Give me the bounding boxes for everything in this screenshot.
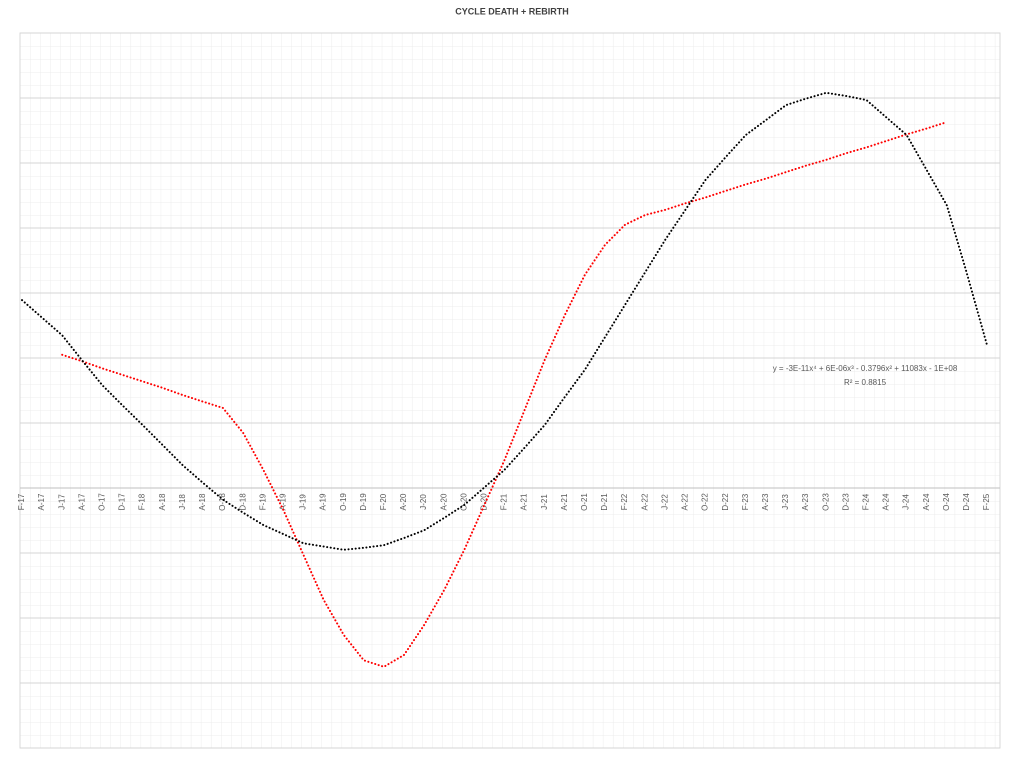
x-tick-label: F-22 — [620, 493, 629, 510]
x-tick-label: F-23 — [741, 493, 750, 510]
x-tick-label: A-22 — [681, 493, 690, 510]
x-tick-label: D-22 — [721, 493, 730, 511]
x-tick-label: O-20 — [459, 493, 468, 511]
x-tick-label: O-24 — [942, 493, 951, 511]
series-line — [21, 91, 988, 551]
x-tick-label: J-24 — [902, 494, 911, 510]
x-tick-label: D-21 — [600, 493, 609, 511]
x-tick-label: A-19 — [278, 493, 287, 510]
x-tick-label: D-17 — [118, 493, 127, 511]
x-tick-label: F-20 — [379, 493, 388, 510]
x-tick-label: A-24 — [882, 493, 891, 510]
x-tick-label: A-21 — [560, 493, 569, 510]
x-tick-label: A-23 — [801, 493, 810, 510]
x-tick-label: A-19 — [319, 493, 328, 510]
x-tick-label: A-18 — [158, 493, 167, 510]
x-tick-label: O-21 — [580, 493, 589, 511]
x-tick-label: A-17 — [77, 493, 86, 510]
x-tick-label: J-18 — [178, 494, 187, 510]
x-tick-label: A-20 — [439, 493, 448, 510]
x-tick-label: D-23 — [841, 493, 850, 511]
x-tick-label: O-23 — [821, 493, 830, 511]
x-tick-label: A-20 — [399, 493, 408, 510]
chart-title: CYCLE DEATH + REBIRTH — [455, 6, 569, 16]
x-tick-label: A-18 — [198, 493, 207, 510]
x-tick-label: A-24 — [922, 493, 931, 510]
x-tick-label: F-24 — [861, 493, 870, 510]
plot-area — [19, 32, 1001, 749]
x-tick-label: A-23 — [761, 493, 770, 510]
x-tick-label: O-19 — [339, 493, 348, 511]
x-tick-label: A-21 — [520, 493, 529, 510]
x-tick-label: O-22 — [701, 493, 710, 511]
x-tick-label: J-22 — [660, 494, 669, 510]
trendline-equation: y = -3E-11x⁴ + 6E-06x³ - 0.3796x² + 1108… — [773, 364, 958, 373]
x-tick-label: A-22 — [640, 493, 649, 510]
x-tick-label: F-25 — [982, 493, 991, 510]
x-tick-label: F-17 — [17, 493, 26, 510]
x-tick-label: F-21 — [500, 493, 509, 510]
x-tick-label: D-24 — [962, 493, 971, 511]
x-tick-label: D-19 — [359, 493, 368, 511]
trendline-r-squared: R² = 0.8815 — [844, 378, 887, 387]
x-tick-label: D-18 — [238, 493, 247, 511]
x-tick-label: J-20 — [419, 494, 428, 510]
x-tick-label: A-17 — [37, 493, 46, 510]
x-tick-label: O-17 — [98, 493, 107, 511]
x-tick-label: O-18 — [218, 493, 227, 511]
x-tick-label: J-23 — [781, 494, 790, 510]
x-tick-label: F-19 — [258, 493, 267, 510]
x-tick-label: J-17 — [57, 494, 66, 510]
x-tick-label: D-20 — [480, 493, 489, 511]
x-tick-label: J-19 — [299, 494, 308, 510]
series-line — [61, 121, 948, 668]
x-tick-label: J-21 — [540, 494, 549, 510]
x-tick-label: F-18 — [138, 493, 147, 510]
